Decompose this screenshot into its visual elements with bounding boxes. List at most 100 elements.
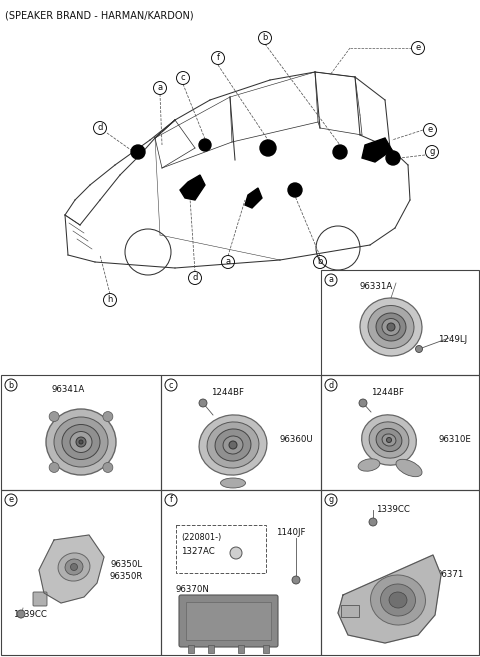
Ellipse shape [369,422,409,458]
Text: b: b [317,258,323,267]
Text: 1249LJ: 1249LJ [438,335,467,344]
Bar [161,375,321,490]
Circle shape [131,145,145,159]
Text: f: f [216,53,219,62]
Text: 96310E: 96310E [438,435,471,444]
Text: e: e [415,43,420,53]
Ellipse shape [358,459,380,471]
Text: 1140JF: 1140JF [276,528,306,537]
Polygon shape [362,138,392,162]
Text: a: a [226,258,230,267]
Ellipse shape [387,323,395,331]
Bar [1,490,161,655]
Text: e: e [427,125,432,135]
Circle shape [260,140,276,156]
Ellipse shape [396,459,422,477]
Text: f: f [169,495,172,505]
Bar [176,525,266,573]
Bar [188,645,194,653]
Text: d: d [192,273,198,283]
Circle shape [386,151,400,165]
Text: e: e [9,495,13,505]
Text: 96360U: 96360U [279,435,313,444]
Bar [341,605,359,617]
Polygon shape [245,188,262,208]
Text: 1339CC: 1339CC [13,610,47,619]
Ellipse shape [376,428,402,451]
Bar [321,270,479,375]
Circle shape [103,411,113,422]
Polygon shape [39,535,104,603]
Bar [161,490,321,655]
Bar [263,645,269,653]
Circle shape [49,411,59,422]
Ellipse shape [220,478,245,488]
Ellipse shape [360,298,422,356]
Ellipse shape [46,409,116,475]
Ellipse shape [368,306,414,348]
Bar [321,490,479,655]
Ellipse shape [382,434,396,446]
Polygon shape [180,175,205,200]
Text: b: b [9,380,13,390]
Ellipse shape [199,415,267,475]
Ellipse shape [54,417,108,467]
Text: 1244BF: 1244BF [211,388,244,397]
Text: 96350L: 96350L [111,560,143,569]
Text: g: g [328,495,334,505]
Text: d: d [328,380,334,390]
Text: b: b [262,34,268,43]
Text: a: a [157,83,163,93]
Polygon shape [338,555,441,643]
Text: (SPEAKER BRAND - HARMAN/KARDON): (SPEAKER BRAND - HARMAN/KARDON) [5,10,193,20]
Ellipse shape [79,440,83,444]
Text: 1339CC: 1339CC [376,505,410,514]
Ellipse shape [76,437,86,447]
Circle shape [333,145,347,159]
Text: d: d [97,124,103,133]
Ellipse shape [382,319,400,336]
Circle shape [230,547,242,559]
Circle shape [416,346,422,353]
Text: 96341A: 96341A [51,385,84,394]
Ellipse shape [58,553,90,581]
Text: 1244BF: 1244BF [371,388,404,397]
Text: a: a [328,275,334,284]
Circle shape [17,610,25,618]
Circle shape [292,576,300,584]
Ellipse shape [371,575,425,625]
Ellipse shape [65,559,83,575]
Ellipse shape [207,422,259,468]
Bar [208,645,214,653]
Ellipse shape [62,424,100,459]
Bar [186,602,271,640]
Text: 96370N: 96370N [175,585,209,594]
Circle shape [359,399,367,407]
Ellipse shape [229,441,237,449]
Circle shape [369,518,377,526]
Ellipse shape [381,584,416,616]
Text: 96350R: 96350R [109,572,143,581]
Text: c: c [180,74,185,83]
Bar [321,375,479,490]
Text: h: h [108,296,113,304]
Text: 96371: 96371 [437,570,464,579]
Ellipse shape [223,436,243,454]
Ellipse shape [389,592,407,608]
Ellipse shape [70,432,92,453]
Ellipse shape [71,564,77,570]
Circle shape [103,463,113,472]
Text: 96331A: 96331A [360,282,393,291]
FancyBboxPatch shape [33,592,47,606]
Circle shape [199,139,211,151]
Circle shape [49,463,59,472]
Ellipse shape [215,429,251,461]
Ellipse shape [361,415,416,465]
Text: c: c [169,380,173,390]
Ellipse shape [376,313,406,341]
Circle shape [199,399,207,407]
Text: (220801-): (220801-) [181,533,221,542]
Bar [1,375,161,490]
Bar [238,645,244,653]
Text: 1327AC: 1327AC [181,547,215,556]
